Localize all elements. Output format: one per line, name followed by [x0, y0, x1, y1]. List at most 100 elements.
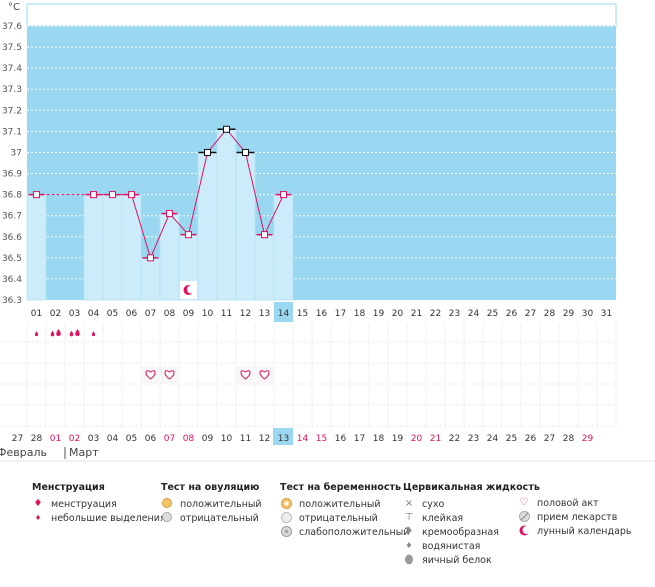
line-segment [245, 152, 265, 235]
y-tick-label: 37.1 [2, 127, 22, 137]
heart-icon: ♡ [519, 497, 529, 508]
cycle-day-label: 16 [316, 309, 328, 319]
current-date-highlight [273, 428, 293, 445]
legend-label: отрицательный [180, 512, 259, 524]
moon-icon [518, 525, 530, 537]
cycle-day-label: 12 [240, 309, 251, 319]
temperature-bars [26, 128, 294, 301]
moon-icon-mask [187, 285, 195, 294]
cycle-day-label: 13 [259, 309, 270, 319]
calendar-date-label: 06 [145, 434, 157, 444]
cycle-day-label: 01 [31, 309, 42, 319]
legend-label: лунный календарь [537, 525, 632, 537]
legend-menstruation: Менструация ♦ менструация ♦ небольшие выде… [32, 482, 166, 525]
legend-label: водянистая [422, 540, 481, 552]
calendar-date-label: 15 [316, 434, 327, 444]
temperature-bar [235, 152, 256, 301]
line-segment [207, 128, 227, 153]
temperature-markers [28, 125, 292, 299]
legend-other: ♡ половой акт прием лекарств лунный кален… [518, 496, 632, 538]
cycle-day-row: 01 02 03 04 05 06 07 08 09 10 11 12 13 14 15 16 17 18 19 20… [31, 302, 612, 322]
cycle-day-label: 25 [487, 309, 498, 319]
legend-item: ♦ менструация [32, 497, 166, 511]
legend-item: слабоположительный [280, 525, 409, 539]
month-labels: Февраль Март [0, 446, 99, 459]
temperature-bar [254, 234, 275, 301]
cycle-day-label: 05 [107, 309, 118, 319]
month-label-february: Февраль [0, 446, 47, 459]
calendar-date-label: 28 [31, 434, 43, 444]
legend-item: отрицательный [161, 511, 262, 525]
calendar-date-label: 05 [126, 434, 137, 444]
calendar-date-label: 18 [373, 434, 385, 444]
calendar-date-label: 08 [183, 434, 195, 444]
dry-icon: × [404, 498, 414, 509]
drops-icon: ♦ [33, 498, 43, 509]
legend-label: прием лекарств [537, 511, 618, 523]
y-tick-label: 36.6 [2, 233, 22, 243]
legend-label: положительный [299, 498, 381, 510]
egg-white-icon [403, 554, 415, 566]
y-tick-label: 36.8 [2, 191, 22, 201]
temperature-point [223, 125, 230, 133]
line-segment [150, 213, 170, 259]
calendar-date-label: 28 [563, 434, 575, 444]
cycle-day-label: 11 [221, 309, 232, 319]
cycle-day-label: 30 [582, 309, 594, 319]
temperature-bar [121, 194, 142, 301]
calendar-date-label: 10 [221, 434, 233, 444]
calendar-date-label: 27 [12, 434, 23, 444]
line-segment [188, 152, 208, 235]
cycle-day-label: 26 [506, 309, 518, 319]
cycle-day-label: 31 [601, 309, 612, 319]
y-tick-label: 36.7 [2, 212, 22, 222]
cycle-day-label: 27 [525, 309, 536, 319]
temperature-point [242, 148, 249, 156]
symbol-row-icons [34, 329, 273, 384]
legend-item: ♦ небольшие выделения [32, 511, 166, 525]
y-axis-unit: °C [8, 2, 20, 13]
line-segment [264, 194, 284, 235]
temperature-bar [159, 213, 180, 301]
y-axis-ticks: 37.6 37.5 37.4 37.3 37.2 37.1 37 36.9 36.8 36.7 36… [2, 22, 22, 306]
line-segment [169, 213, 189, 235]
legend-title-ovulation: Тест на овуляцию [161, 482, 260, 493]
cycle-day-label: 15 [297, 309, 308, 319]
bbt-chart: °C 37.6 37.5 37.4 37.3 37.2 37.1 37 36.9 36.8 36.… [0, 2, 655, 462]
temperature-bar [197, 152, 218, 301]
cycle-day-label: 03 [69, 309, 80, 319]
y-tick-label: 37.5 [2, 43, 22, 53]
legend-item: положительный [280, 497, 409, 511]
creamy-icon: ❥ [404, 526, 414, 537]
calendar-date-label: 20 [411, 434, 423, 444]
symbol-grid [0, 323, 617, 428]
calendar-date-label: 21 [430, 434, 441, 444]
legend-cervical: Цервикальная жидкость × сухо ⊤ клейкая ❥ кр… [403, 482, 540, 567]
calendar-date-row: 27 28 01 02 03 04 05 06 07 08 09 10 11 12 13 14 15 16 17 18… [12, 428, 594, 445]
calendar-date-label: 23 [468, 434, 479, 444]
temperature-point [280, 191, 287, 199]
legend-label: отрицательный [299, 512, 378, 524]
calendar-date-label: 04 [107, 434, 119, 444]
legend-label: слабоположительный [299, 526, 410, 538]
line-segment [131, 194, 151, 258]
heart-icon [240, 370, 251, 380]
cycle-day-label: 04 [88, 309, 100, 319]
calendar-date-label: 14 [297, 434, 309, 444]
cycle-day-label: 08 [164, 309, 176, 319]
drop-icon [69, 330, 74, 337]
legend-item: × сухо [403, 497, 540, 511]
temperature-point [166, 210, 173, 218]
calendar-date-label: 29 [582, 434, 594, 444]
calendar-date-label: 24 [487, 434, 499, 444]
pregnancy-negative-icon [280, 512, 292, 524]
cycle-day-label: 09 [183, 309, 195, 319]
cycle-day-label: 24 [468, 309, 480, 319]
legend-item: ♦ водянистая [403, 539, 540, 553]
cycle-day-label: 23 [449, 309, 460, 319]
legend-label: клейкая [422, 512, 464, 524]
calendar-date-label: 16 [335, 434, 347, 444]
legend-ovulation-test: Тест на овуляцию положительный отрицател… [161, 482, 262, 525]
temperature-bar [216, 128, 237, 301]
temperature-point [128, 191, 135, 199]
